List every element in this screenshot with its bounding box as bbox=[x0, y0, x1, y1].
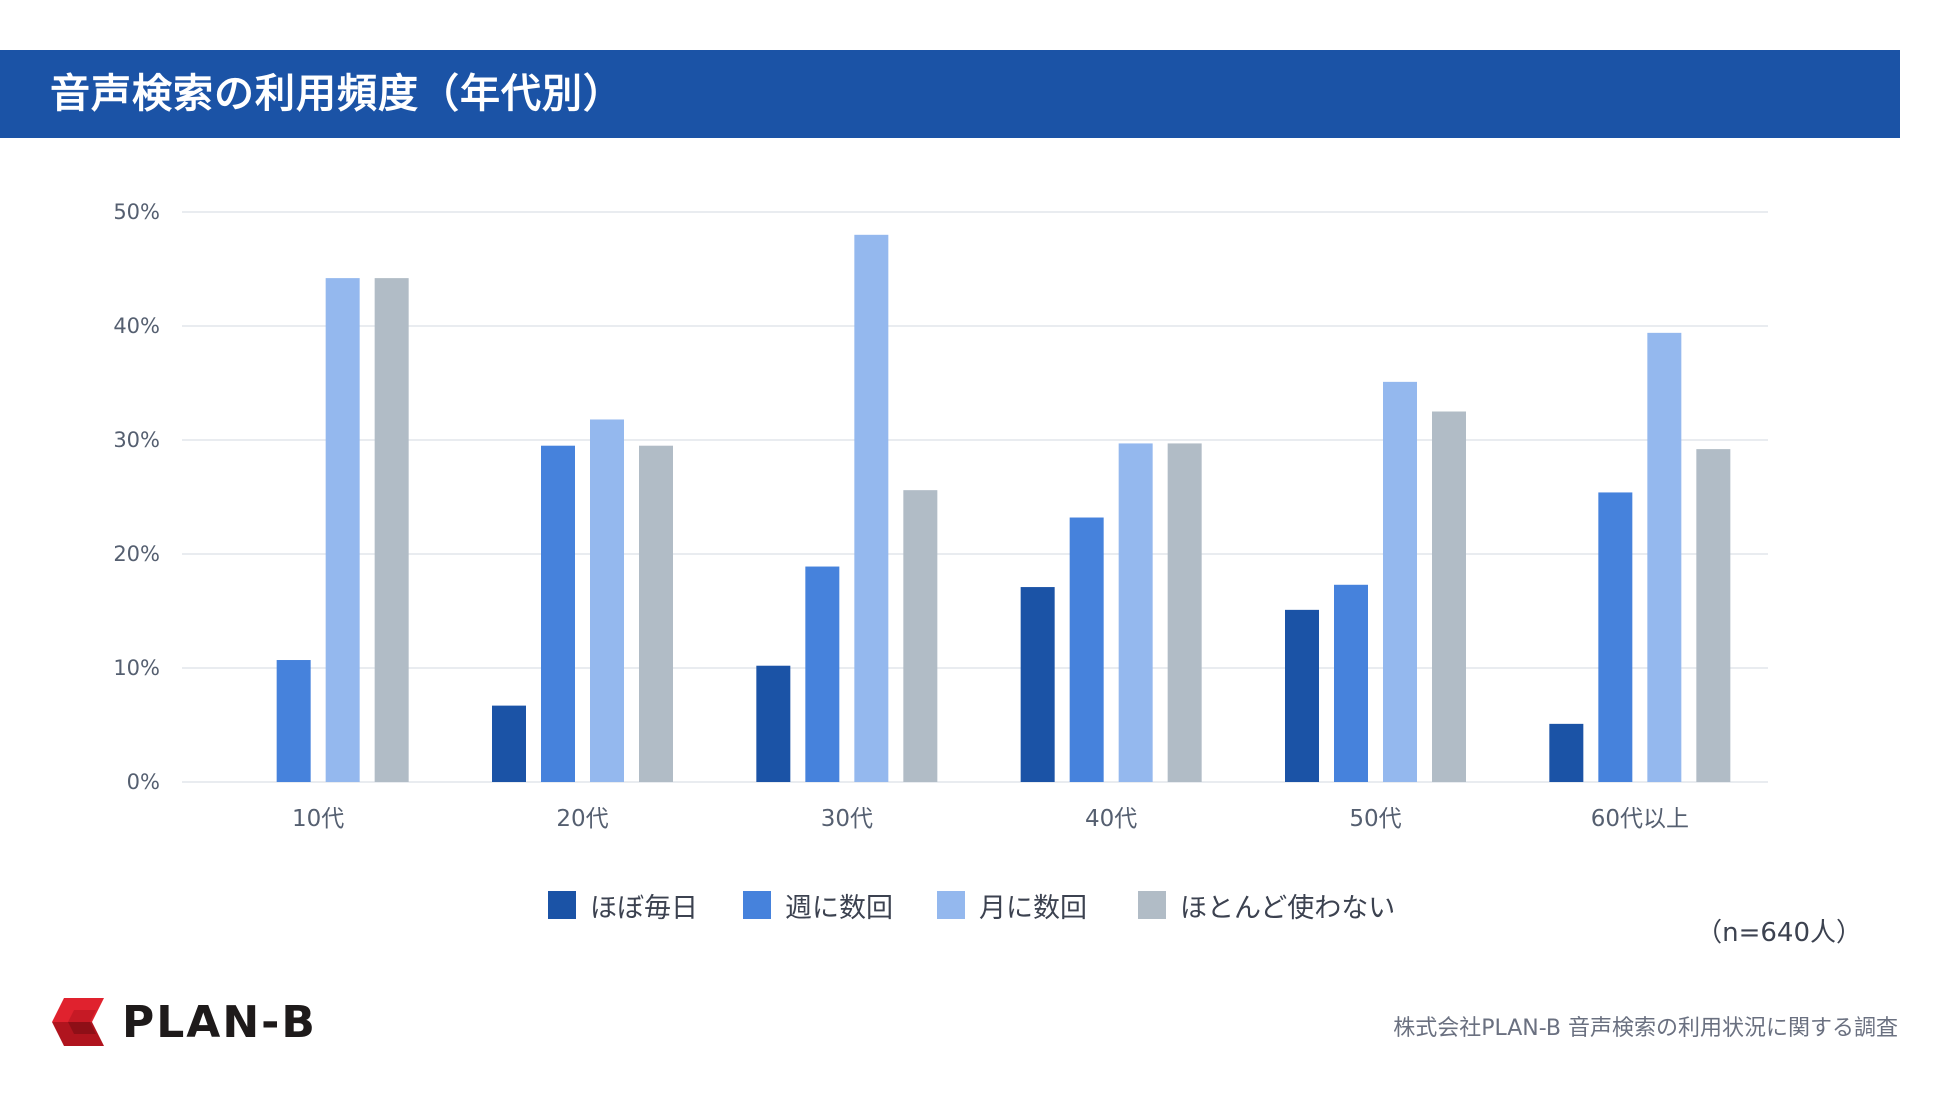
bar bbox=[854, 234, 889, 783]
legend-label: 月に数回 bbox=[979, 892, 1087, 924]
company-logo: PLAN-B bbox=[48, 996, 317, 1048]
bar bbox=[1167, 443, 1202, 782]
source-note: 株式会社PLAN-B 音声検索の利用状況に関する調査 bbox=[1393, 1016, 1898, 1041]
grid-lines bbox=[182, 211, 1768, 783]
title-bar: 音声検索の利用頻度（年代別） bbox=[0, 50, 1900, 138]
legend-label: 週に数回 bbox=[785, 892, 893, 924]
x-tick-label: 30代 bbox=[821, 806, 873, 832]
y-tick-label: 40% bbox=[113, 314, 160, 338]
legend-item: 月に数回 bbox=[937, 885, 1087, 925]
bar bbox=[1696, 449, 1731, 782]
bar bbox=[276, 660, 311, 782]
x-tick-label: 10代 bbox=[292, 806, 344, 832]
bar bbox=[1549, 723, 1584, 782]
legend-label: ほぼ毎日 bbox=[590, 892, 698, 924]
sample-size-note: （n=640人） bbox=[1696, 918, 1862, 948]
y-tick-label: 10% bbox=[113, 656, 160, 680]
x-tick-label: 40代 bbox=[1085, 806, 1137, 832]
y-axis-ticks: 0% 10% 20% 30% 40% 50% bbox=[113, 200, 160, 794]
bar bbox=[1118, 443, 1153, 782]
bar bbox=[1334, 584, 1368, 782]
x-tick-label: 60代以上 bbox=[1591, 806, 1689, 832]
bar bbox=[903, 490, 938, 782]
legend-swatch bbox=[1138, 891, 1166, 919]
y-tick-label: 0% bbox=[127, 770, 160, 794]
y-tick-label: 30% bbox=[113, 428, 160, 452]
legend-item: ほぼ毎日 bbox=[548, 885, 698, 925]
bar bbox=[590, 419, 624, 782]
bar bbox=[541, 445, 575, 782]
legend-label: ほとんど使わない bbox=[1180, 892, 1396, 924]
plan-b-logo-icon bbox=[52, 998, 104, 1046]
bar bbox=[1383, 381, 1417, 782]
bar-chart: 0% 10% 20% 30% 40% 50% 10代 20代 30代 40代 50代 60代以上 bbox=[113, 200, 1768, 832]
bar bbox=[805, 566, 840, 782]
bars bbox=[276, 234, 1731, 783]
bar bbox=[1020, 587, 1055, 782]
bar bbox=[492, 705, 526, 782]
legend: ほぼ毎日 週に数回 月に数回 ほとんど使わない bbox=[0, 885, 1950, 925]
bar bbox=[374, 278, 409, 782]
legend-swatch bbox=[548, 891, 576, 919]
legend-item: 週に数回 bbox=[743, 885, 893, 925]
legend-swatch bbox=[937, 891, 965, 919]
chart-title: 音声検索の利用頻度（年代別） bbox=[50, 71, 624, 117]
bar bbox=[1069, 517, 1104, 782]
bar bbox=[325, 278, 360, 782]
bar bbox=[1647, 332, 1682, 782]
bar bbox=[639, 445, 673, 782]
bar bbox=[1432, 411, 1466, 782]
bar bbox=[1598, 492, 1633, 782]
bar bbox=[756, 665, 791, 782]
x-tick-label: 20代 bbox=[556, 806, 608, 832]
bar bbox=[1285, 609, 1319, 782]
x-tick-label: 50代 bbox=[1349, 806, 1401, 832]
x-axis-ticks: 10代 20代 30代 40代 50代 60代以上 bbox=[292, 806, 1689, 832]
legend-item: ほとんど使わない bbox=[1138, 885, 1395, 925]
y-tick-label: 50% bbox=[113, 200, 160, 224]
logo-text: PLAN-B bbox=[122, 996, 317, 1048]
legend-swatch bbox=[743, 891, 771, 919]
y-tick-label: 20% bbox=[113, 542, 160, 566]
